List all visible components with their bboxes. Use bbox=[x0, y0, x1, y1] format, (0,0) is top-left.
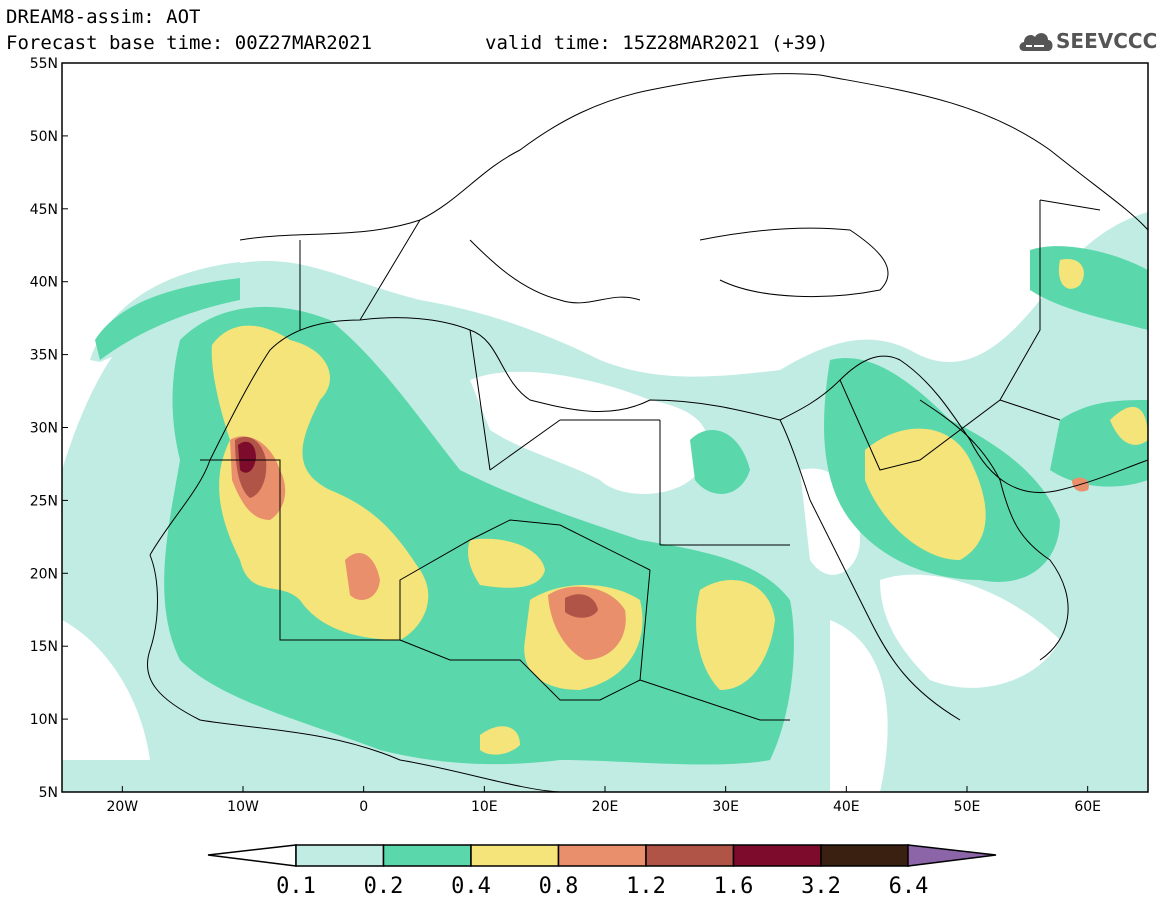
forecast-base-time: Forecast base time: 00Z27MAR2021 bbox=[6, 32, 373, 54]
lat-tick-label: 45N bbox=[30, 202, 58, 218]
lat-tick-label: 5N bbox=[39, 785, 58, 801]
colorbar-label: 1.6 bbox=[714, 874, 754, 899]
lon-tick-label: 0 bbox=[359, 799, 368, 815]
aot-band-1-6 bbox=[238, 441, 256, 473]
colorbar-over-triangle bbox=[907, 844, 997, 867]
lon-tick-label: 10E bbox=[471, 799, 498, 815]
lon-tick-label: 20W bbox=[106, 799, 138, 815]
lon-tick-label: 60E bbox=[1074, 799, 1101, 815]
colorbar-label: 1.2 bbox=[626, 874, 666, 899]
longitude-axis: 20W 10W 0 10E 20E 30E 40E 50E 60E bbox=[106, 786, 1101, 815]
latitude-axis: 55N 50N 45N 40N 35N 30N 25N 20N 15N 10N 5N bbox=[30, 56, 68, 801]
colorbar-box bbox=[295, 844, 385, 867]
colorbar: 0.1 0.2 0.4 0.8 1.2 1.6 3.2 6.4 bbox=[207, 844, 997, 899]
lat-tick-label: 15N bbox=[30, 639, 58, 655]
colorbar-box bbox=[382, 844, 472, 867]
lon-tick-label: 50E bbox=[954, 799, 981, 815]
lat-tick-label: 25N bbox=[30, 493, 58, 509]
lat-tick-label: 30N bbox=[30, 421, 58, 437]
lon-tick-label: 20E bbox=[592, 799, 619, 815]
colorbar-box bbox=[470, 844, 560, 867]
lat-tick-label: 35N bbox=[30, 348, 58, 364]
valid-time: valid time: 15Z28MAR2021 (+39) bbox=[485, 32, 829, 54]
colorbar-label: 0.4 bbox=[451, 874, 491, 899]
colorbar-label: 0.2 bbox=[364, 874, 404, 899]
coastlines bbox=[146, 73, 1148, 792]
lon-tick-label: 40E bbox=[833, 799, 860, 815]
lat-tick-label: 10N bbox=[30, 712, 58, 728]
colorbar-label: 6.4 bbox=[889, 874, 929, 899]
colorbar-box bbox=[732, 844, 822, 867]
lon-tick-label: 30E bbox=[712, 799, 739, 815]
lon-tick-label: 10W bbox=[227, 799, 259, 815]
logo-text: SEEVCCC bbox=[1056, 29, 1158, 53]
colorbar-label: 0.1 bbox=[276, 874, 316, 899]
lat-tick-label: 50N bbox=[30, 129, 58, 145]
colorbar-box bbox=[557, 844, 647, 867]
colorbar-box bbox=[645, 844, 735, 867]
product-title: DREAM8-assim: AOT bbox=[6, 6, 201, 28]
colorbar-under-triangle bbox=[207, 844, 297, 867]
colorbar-box bbox=[820, 844, 910, 867]
colorbar-label: 0.8 bbox=[539, 874, 579, 899]
seevccc-logo: SEEVCCC bbox=[1018, 25, 1158, 59]
cloud-icon bbox=[1019, 33, 1053, 51]
lat-tick-label: 20N bbox=[30, 566, 58, 582]
colorbar-label: 3.2 bbox=[801, 874, 841, 899]
lat-tick-label: 40N bbox=[30, 275, 58, 291]
lat-tick-label: 55N bbox=[30, 56, 58, 72]
